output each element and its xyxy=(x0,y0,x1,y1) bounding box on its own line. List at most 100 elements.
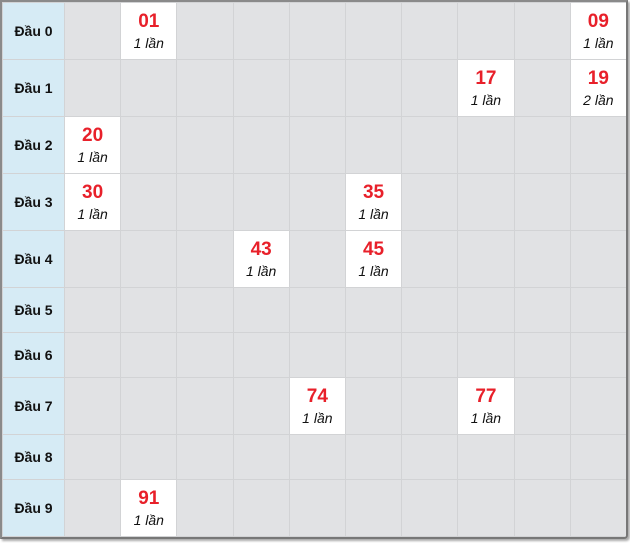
occurrence-count: 1 lần xyxy=(470,92,502,108)
empty-cell xyxy=(344,434,403,480)
table-row: Đầu 9 91 1 lần xyxy=(2,479,626,537)
empty-cell xyxy=(232,59,290,117)
number-cell: 30 1 lần xyxy=(63,173,122,231)
empty-cell xyxy=(513,287,571,333)
row-label: Đầu 6 xyxy=(2,332,65,378)
number-cell: 20 1 lần xyxy=(63,116,122,174)
occurrence-count: 1 lần xyxy=(133,35,164,51)
empty-cell xyxy=(344,59,403,117)
table-row: Đầu 2 20 1 lần xyxy=(2,116,626,174)
empty-cell xyxy=(232,332,290,378)
occurrence-count: 1 lần xyxy=(245,263,277,279)
empty-cell xyxy=(120,230,178,288)
empty-cell xyxy=(401,434,459,480)
empty-cell xyxy=(457,173,515,231)
occurrence-count: 1 lần xyxy=(358,206,389,222)
occurrence-count: 1 lần xyxy=(302,410,333,426)
empty-cell xyxy=(457,479,515,537)
number-value: 43 xyxy=(250,239,272,260)
empty-cell xyxy=(513,59,571,117)
grid: Đầu 0 01 1 lần 09 1 lần Đầu 1 17 1 lần 19 2 lần Đầ… xyxy=(2,2,626,537)
occurrence-count: 1 lần xyxy=(77,149,108,165)
number-cell: 01 1 lần xyxy=(120,2,178,60)
empty-cell xyxy=(401,116,459,174)
empty-cell xyxy=(457,287,515,333)
number-cell: 35 1 lần xyxy=(344,173,403,231)
empty-cell xyxy=(232,434,290,480)
empty-cell xyxy=(401,479,459,537)
table-row: Đầu 4 43 1 lần 45 1 lần xyxy=(2,230,626,288)
empty-cell xyxy=(232,377,290,435)
empty-cell xyxy=(457,116,515,174)
empty-cell xyxy=(176,173,234,231)
empty-cell xyxy=(63,230,122,288)
table-row: Đầu 6 xyxy=(2,332,626,378)
empty-cell xyxy=(569,377,626,435)
empty-cell xyxy=(176,59,234,117)
empty-cell xyxy=(457,230,515,288)
number-value: 09 xyxy=(587,11,609,32)
empty-cell xyxy=(232,116,290,174)
number-value: 17 xyxy=(475,68,497,89)
empty-cell xyxy=(344,2,403,60)
occurrence-count: 1 lần xyxy=(583,35,614,51)
empty-cell xyxy=(513,377,571,435)
row-label: Đầu 0 xyxy=(2,2,65,60)
occurrence-count: 2 lần xyxy=(583,92,614,108)
empty-cell xyxy=(232,173,290,231)
empty-cell xyxy=(513,434,571,480)
number-value: 20 xyxy=(82,125,104,146)
empty-cell xyxy=(513,2,571,60)
number-value: 74 xyxy=(306,386,328,407)
empty-cell xyxy=(63,287,122,333)
empty-cell xyxy=(457,2,515,60)
table-row: Đầu 1 17 1 lần 19 2 lần xyxy=(2,59,626,117)
table-row: Đầu 3 30 1 lần 35 1 lần xyxy=(2,173,626,231)
number-cell: 45 1 lần xyxy=(344,230,403,288)
empty-cell xyxy=(401,230,459,288)
empty-cell xyxy=(120,59,178,117)
empty-cell xyxy=(120,116,178,174)
number-cell: 09 1 lần xyxy=(569,2,626,60)
empty-cell xyxy=(176,479,234,537)
empty-cell xyxy=(63,377,122,435)
empty-cell xyxy=(513,173,571,231)
number-value: 19 xyxy=(587,68,609,89)
empty-cell xyxy=(569,230,626,288)
row-label: Đầu 1 xyxy=(2,59,65,117)
empty-cell xyxy=(401,59,459,117)
empty-cell xyxy=(120,434,178,480)
empty-cell xyxy=(344,287,403,333)
empty-cell xyxy=(288,287,346,333)
empty-cell xyxy=(513,332,571,378)
empty-cell xyxy=(176,287,234,333)
empty-cell xyxy=(513,479,571,537)
number-cell: 17 1 lần xyxy=(457,59,515,117)
row-label: Đầu 7 xyxy=(2,377,65,435)
empty-cell xyxy=(344,116,403,174)
empty-cell xyxy=(120,377,178,435)
occurrence-count: 1 lần xyxy=(77,206,108,222)
table-row: Đầu 5 xyxy=(2,287,626,333)
empty-cell xyxy=(288,479,346,537)
empty-cell xyxy=(401,287,459,333)
empty-cell xyxy=(232,287,290,333)
empty-cell xyxy=(120,332,178,378)
table-row: Đầu 0 01 1 lần 09 1 lần xyxy=(2,2,626,60)
number-cell: 91 1 lần xyxy=(120,479,178,537)
table-row: Đầu 7 74 1 lần 77 1 lần xyxy=(2,377,626,435)
empty-cell xyxy=(288,2,346,60)
empty-cell xyxy=(401,377,459,435)
empty-cell xyxy=(569,116,626,174)
empty-cell xyxy=(401,173,459,231)
empty-cell xyxy=(401,2,459,60)
empty-cell xyxy=(176,230,234,288)
occurrence-count: 1 lần xyxy=(358,263,389,279)
empty-cell xyxy=(176,2,234,60)
number-cell: 19 2 lần xyxy=(569,59,626,117)
table-row: Đầu 8 xyxy=(2,434,626,480)
empty-cell xyxy=(513,230,571,288)
empty-cell xyxy=(63,2,122,60)
number-value: 35 xyxy=(362,182,385,203)
